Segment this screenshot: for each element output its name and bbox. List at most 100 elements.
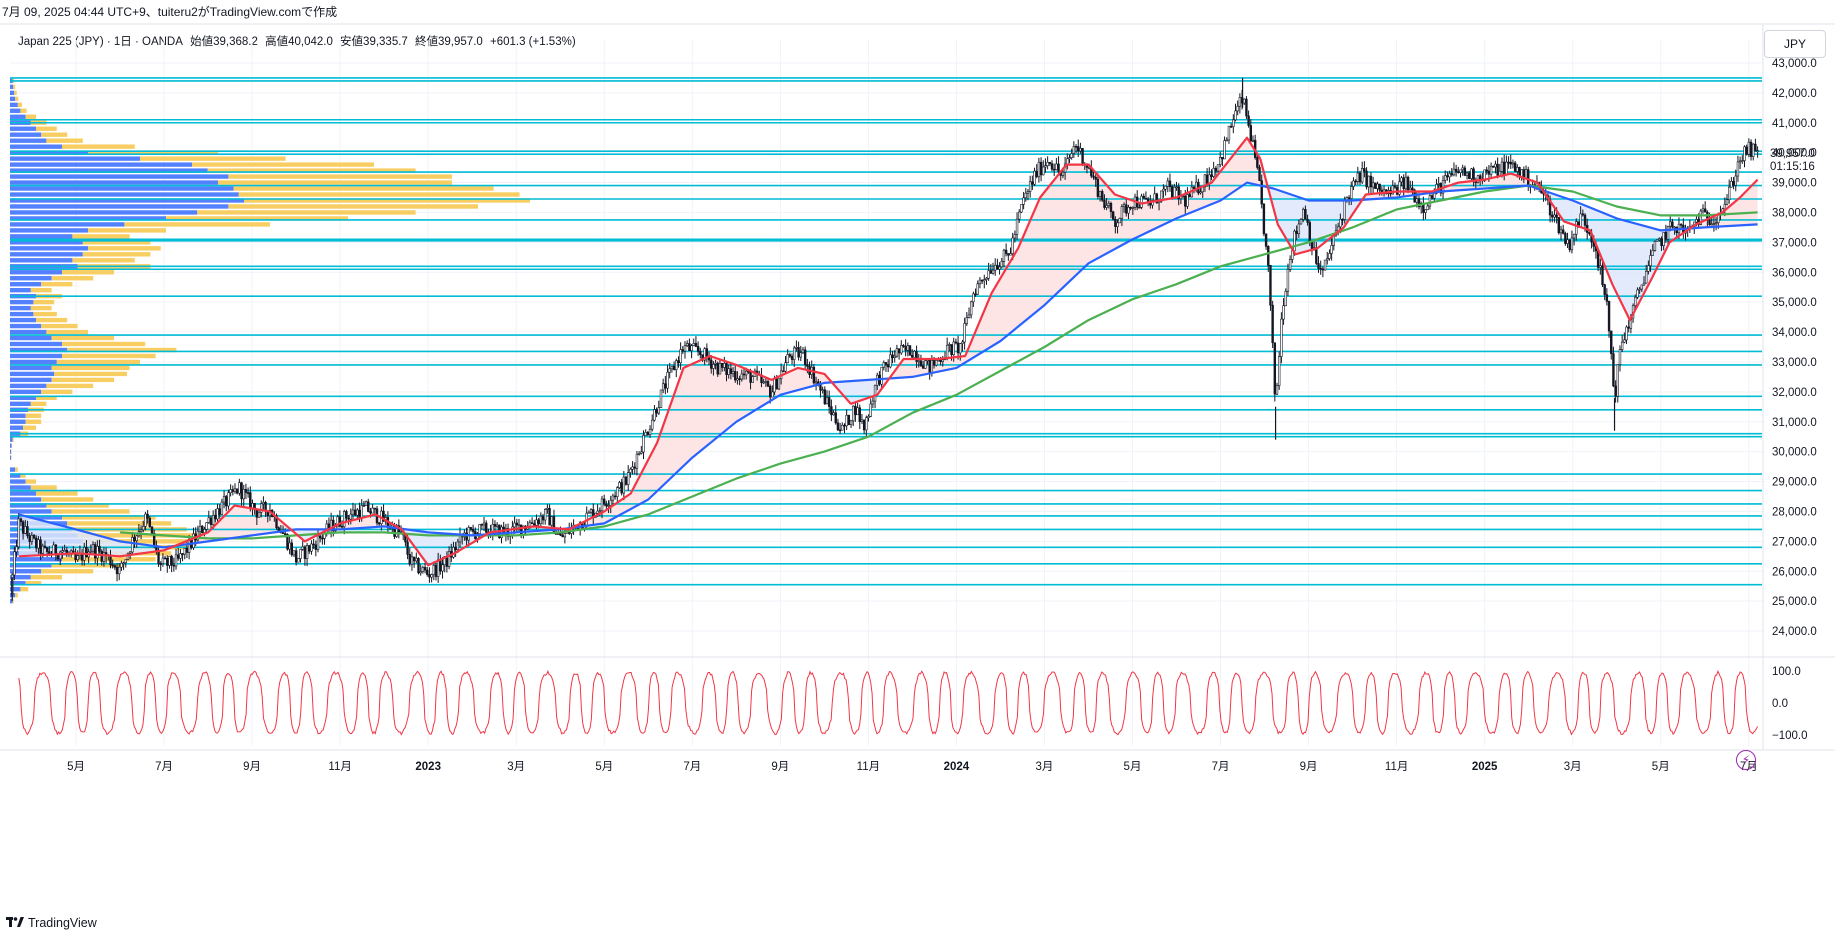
candle-body (242, 489, 245, 500)
candle (170, 554, 173, 573)
candle-body (150, 526, 154, 534)
candle (1404, 172, 1408, 192)
candle (1498, 163, 1502, 177)
candle-body (1352, 180, 1355, 187)
candle-body (764, 381, 768, 383)
volume-profile-bar-up (10, 371, 55, 377)
candle (1734, 169, 1737, 192)
candle (1551, 211, 1554, 223)
candle (1140, 193, 1143, 210)
candle (727, 364, 730, 379)
candle-body (1114, 218, 1117, 227)
lightning-icon[interactable]: ⚡ (1736, 750, 1756, 770)
candle-body (1210, 174, 1213, 177)
candle (26, 520, 29, 539)
candle-body (910, 354, 914, 358)
candle (620, 478, 623, 496)
candle-body (89, 550, 93, 553)
candle (111, 559, 114, 569)
volume-profile-bar-up (10, 389, 42, 395)
candle-body (607, 505, 610, 507)
volume-profile-bar-up (10, 96, 16, 102)
candle (1651, 244, 1654, 256)
candle-body (1098, 191, 1102, 197)
volume-profile-bar-up (10, 102, 18, 108)
candle (1627, 319, 1630, 333)
ma-cloud-segment (1269, 187, 1361, 255)
candle-body (303, 546, 307, 559)
candle (1153, 186, 1156, 201)
candle-body (1256, 157, 1259, 168)
candle-body (932, 360, 936, 366)
candle-body (541, 515, 545, 521)
candle (1616, 364, 1619, 403)
candle-body (1483, 169, 1486, 182)
candle-body (1125, 204, 1128, 214)
ma-mid-line (18, 181, 1758, 549)
candle (96, 540, 99, 566)
candle (1452, 162, 1456, 177)
candle (161, 553, 165, 567)
candle-body (736, 378, 739, 381)
candle-body (1249, 125, 1252, 142)
volume-profile-bar-up (10, 491, 36, 496)
ma-fast-line (18, 136, 1759, 567)
candle (93, 542, 97, 564)
candle (133, 533, 136, 548)
candle-body (144, 513, 147, 527)
time-axis-label: 9月 (1300, 761, 1318, 773)
candle (297, 557, 300, 563)
candle-body (1328, 253, 1331, 259)
candle-body (969, 301, 973, 316)
volume-profile-bar-up (10, 467, 16, 472)
candle (292, 550, 296, 557)
candle (1671, 218, 1674, 229)
candle-body (1212, 168, 1215, 177)
candle-body (688, 343, 691, 351)
candle-body (1127, 207, 1130, 214)
candle-body (622, 476, 626, 494)
volume-profile-bar-up (10, 515, 62, 520)
candle-body (1511, 162, 1515, 165)
candle (1092, 171, 1095, 180)
candle-body (1406, 176, 1410, 191)
currency-button[interactable]: JPY (1764, 30, 1826, 58)
candle-body (166, 558, 169, 566)
candle-body (956, 342, 960, 354)
candle-body (1066, 158, 1069, 165)
candle (115, 563, 119, 582)
candle (517, 518, 521, 532)
candle-body (935, 360, 938, 366)
candle (314, 540, 318, 557)
candle-body (598, 510, 602, 513)
candle (205, 522, 208, 532)
candle (198, 519, 202, 538)
oscillator-axis-label: −100.0 (1772, 730, 1808, 742)
candle (168, 555, 171, 569)
candle (825, 390, 829, 405)
symbol-name[interactable]: Japan 225 (JPY) · 1日 · OANDA (18, 36, 183, 48)
candle-body (771, 391, 774, 398)
candle-body (124, 559, 127, 564)
candle-body (353, 509, 357, 516)
candle (860, 414, 864, 424)
candle-body (1264, 233, 1268, 247)
candle-body (1070, 153, 1073, 158)
candle-body (919, 360, 923, 367)
candle (231, 485, 235, 496)
candle-body (1101, 191, 1104, 201)
candle (61, 546, 64, 559)
candle-body (1459, 169, 1462, 173)
candle (1013, 230, 1017, 243)
candle-body (1367, 175, 1370, 188)
candle-body (41, 545, 44, 554)
candle-body (1142, 195, 1145, 199)
candle (120, 560, 123, 571)
price-axis-label: 39,000.0 (1772, 178, 1817, 190)
candle (1354, 179, 1357, 186)
ma-cloud-segment (573, 355, 831, 528)
candle (218, 504, 221, 519)
price-axis-label: 28,000.0 (1772, 506, 1817, 518)
candle (1129, 206, 1132, 211)
